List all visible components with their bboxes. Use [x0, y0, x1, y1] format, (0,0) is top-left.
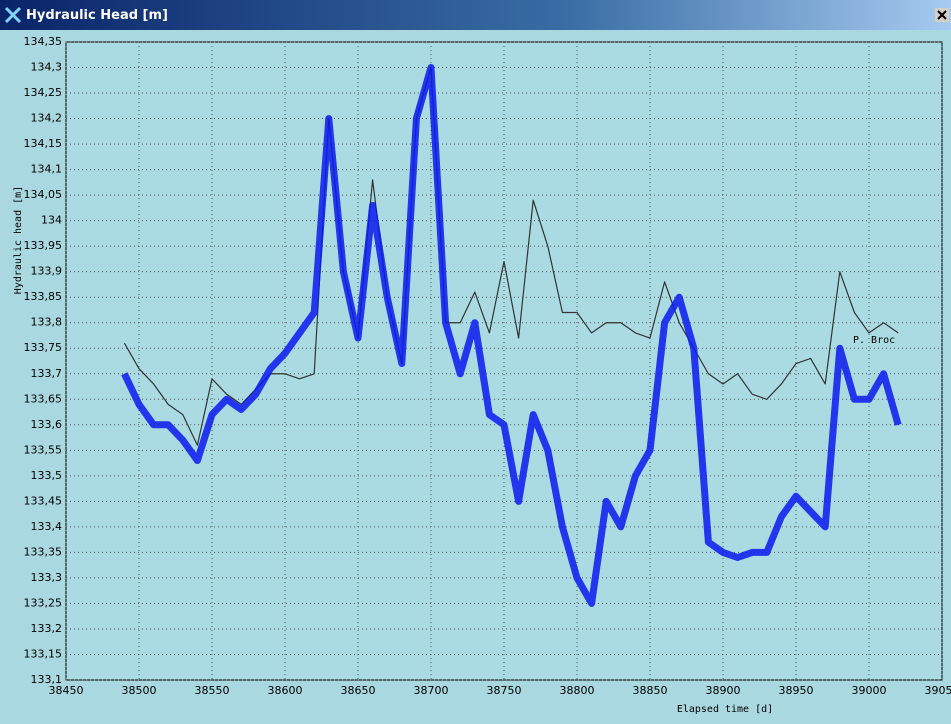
x-tick-label: 38750 — [487, 684, 522, 697]
x-tick-label: 38500 — [122, 684, 157, 697]
y-tick-label: 133,9 — [31, 265, 63, 278]
x-tick-label: 38900 — [706, 684, 741, 697]
annotation: P. Broc — [853, 335, 895, 346]
y-tick-label: 133,3 — [31, 571, 63, 584]
window-title: Hydraulic Head [m] — [26, 8, 168, 23]
y-tick-label: 133,6 — [31, 418, 63, 431]
y-tick-label: 133,7 — [31, 367, 63, 380]
x-tick-label: 38800 — [560, 684, 595, 697]
y-tick-label: 133,5 — [31, 469, 63, 482]
y-axis-label: Hydraulic head [m] — [13, 186, 24, 294]
y-tick-label: 134,3 — [31, 61, 63, 74]
x-tick-label: 38450 — [49, 684, 84, 697]
x-tick-label: 38550 — [195, 684, 230, 697]
x-tick-label: 38950 — [779, 684, 814, 697]
close-button[interactable] — [935, 8, 949, 22]
x-tick-label: 39000 — [852, 684, 887, 697]
y-tick-label: 133,8 — [31, 316, 63, 329]
y-tick-label: 134,05 — [24, 188, 63, 201]
plot-area — [66, 42, 942, 680]
x-tick-label: 38850 — [633, 684, 668, 697]
y-tick-label: 134,15 — [24, 137, 63, 150]
chart: Hydraulic head [m] Elapsed time [d] P. B… — [0, 30, 951, 720]
y-tick-label: 133,55 — [24, 443, 63, 456]
y-tick-label: 134 — [41, 214, 62, 227]
y-tick-label: 133,95 — [24, 239, 63, 252]
y-tick-label: 134,1 — [31, 163, 63, 176]
x-tick-label: 38650 — [341, 684, 376, 697]
x-axis-label: Elapsed time [d] — [677, 704, 773, 715]
y-tick-label: 134,35 — [24, 35, 63, 48]
y-tick-label: 134,2 — [31, 112, 63, 125]
y-tick-label: 133,45 — [24, 494, 63, 507]
x-tick-label: 38700 — [414, 684, 449, 697]
y-tick-label: 133,85 — [24, 290, 63, 303]
app-icon — [3, 5, 23, 25]
title-bar: Hydraulic Head [m] — [0, 0, 951, 30]
y-tick-label: 133,15 — [24, 647, 63, 660]
y-tick-label: 133,4 — [31, 520, 63, 533]
y-tick-label: 134,25 — [24, 86, 63, 99]
x-tick-label: 39050 — [925, 684, 951, 697]
y-tick-label: 133,25 — [24, 596, 63, 609]
x-tick-label: 38600 — [268, 684, 303, 697]
y-tick-label: 133,75 — [24, 341, 63, 354]
y-tick-label: 133,2 — [31, 622, 63, 635]
y-tick-label: 133,65 — [24, 392, 63, 405]
y-tick-label: 133,35 — [24, 545, 63, 558]
